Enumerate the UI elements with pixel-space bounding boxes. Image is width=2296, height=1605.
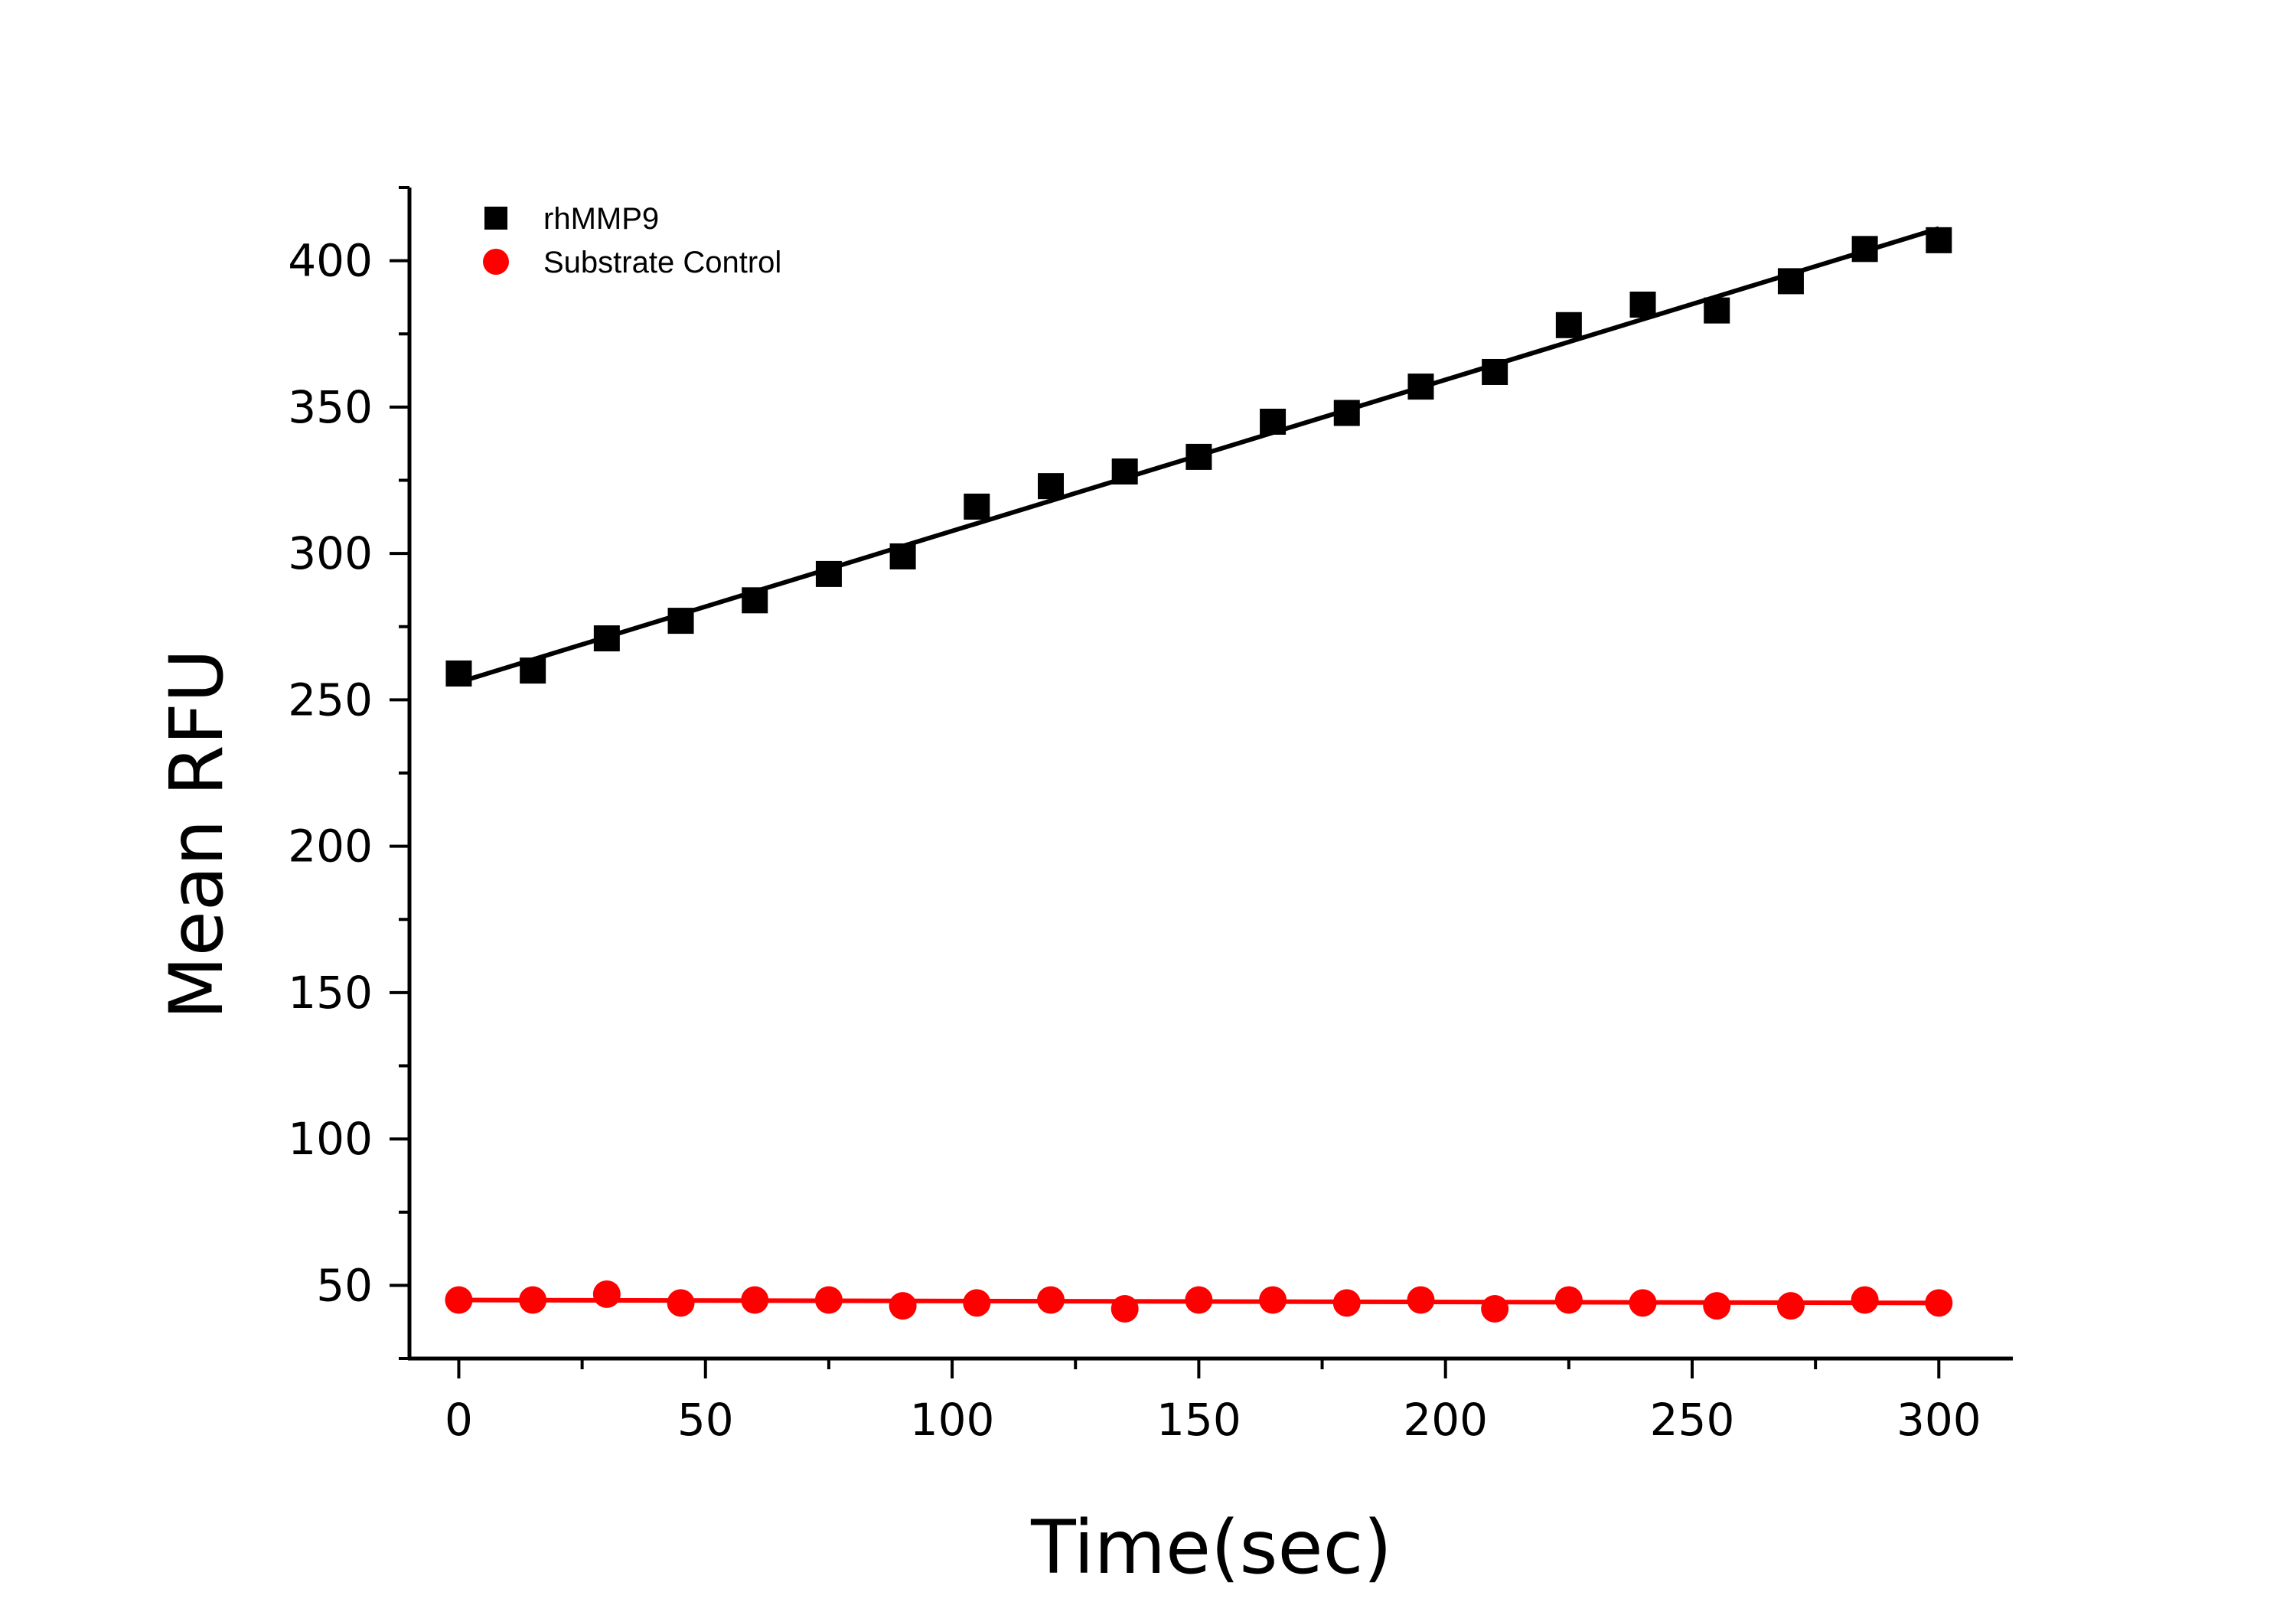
legend-label: rhMMP9 (543, 202, 659, 236)
data-point (1037, 1286, 1065, 1314)
legend: rhMMP9 Substrate Control (483, 202, 781, 279)
data-point (1332, 1289, 1361, 1317)
data-point (1925, 1289, 1953, 1317)
data-point (1629, 292, 1656, 318)
data-point (889, 1292, 917, 1320)
y-tick-label: 150 (288, 967, 373, 1019)
data-point (964, 493, 990, 520)
x-axis-title: Time(sec) (1030, 1505, 1392, 1590)
data-point (1851, 1286, 1879, 1314)
data-point (742, 587, 768, 614)
x-tick-label: 150 (1156, 1394, 1241, 1446)
data-point (592, 1280, 621, 1308)
data-point (1777, 268, 1804, 295)
data-point (1260, 409, 1287, 435)
data-point (963, 1289, 991, 1317)
data-point (741, 1286, 769, 1314)
x-tick-label: 0 (445, 1394, 473, 1446)
data-point (593, 625, 620, 652)
legend-marker (484, 207, 507, 230)
data-point (1703, 1292, 1731, 1320)
data-point (519, 1286, 547, 1314)
data-point (1851, 236, 1878, 263)
data-point (445, 1286, 473, 1314)
data-point (1776, 1292, 1805, 1320)
x-tick-label: 200 (1403, 1394, 1488, 1446)
data-point (1186, 443, 1212, 470)
data-point (1554, 1286, 1583, 1314)
data-point (667, 1289, 695, 1317)
y-tick-label: 400 (288, 235, 373, 287)
data-point (1704, 297, 1730, 324)
data-point (1110, 1294, 1139, 1323)
x-tick-label: 250 (1650, 1394, 1735, 1446)
y-axis-title: Mean RFU (154, 649, 240, 1019)
data-point (889, 543, 916, 569)
data-point (815, 560, 842, 587)
data-point (1555, 312, 1582, 338)
data-point (1926, 227, 1952, 253)
axes: 0 50 100 150 200 250 300 50 100 150 200 250 300 350 40… (288, 186, 2013, 1446)
data-point (814, 1286, 843, 1314)
y-tick-label: 100 (288, 1113, 373, 1165)
data-point (667, 608, 694, 634)
data-point (1629, 1289, 1657, 1317)
data-point (1333, 400, 1360, 426)
y-tick-label: 350 (288, 381, 373, 433)
data-point (1407, 1286, 1435, 1314)
data-point (1407, 374, 1434, 400)
legend-label: Substrate Control (543, 246, 781, 279)
y-tick-label: 50 (316, 1259, 373, 1311)
data-point (1482, 358, 1508, 385)
y-tick-label: 300 (288, 527, 373, 579)
legend-marker (483, 249, 509, 275)
data-point (1185, 1286, 1213, 1314)
data-point (1038, 473, 1064, 500)
data-point (445, 660, 472, 687)
data-point (1111, 458, 1138, 485)
y-tick-label: 250 (288, 674, 373, 726)
plot-area (445, 226, 1953, 1323)
x-tick-label: 100 (910, 1394, 995, 1446)
data-point (520, 657, 546, 684)
x-tick-label: 300 (1896, 1394, 1981, 1446)
x-tick-label: 50 (677, 1394, 734, 1446)
y-tick-label: 200 (288, 820, 373, 873)
data-point (1259, 1286, 1287, 1314)
data-point (1481, 1294, 1509, 1323)
